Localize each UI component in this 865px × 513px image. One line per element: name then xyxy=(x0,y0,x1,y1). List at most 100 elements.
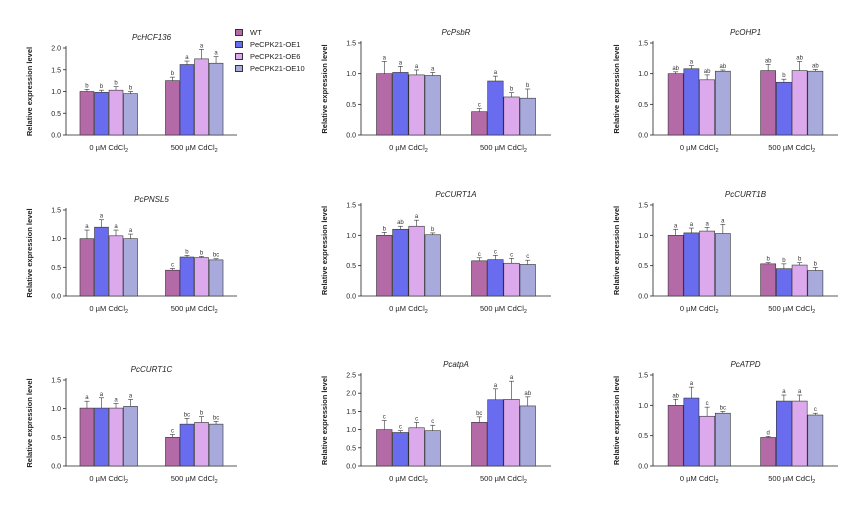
y-tick-label: 0.5 xyxy=(638,102,648,109)
significance-letter: c xyxy=(383,415,386,421)
chart-panel-pccurt1a: PcCURT1A Relative expression level 0.0 0.5 1… xyxy=(320,190,551,315)
significance-letter: b xyxy=(798,257,802,263)
legend-item-oe10: PeCPK21-OE10 xyxy=(235,62,305,74)
bar-pecpk21-oe6 xyxy=(408,74,425,136)
bar-pecpk21-oe10 xyxy=(123,238,138,297)
significance-letter: a xyxy=(129,228,133,234)
significance-letter: a xyxy=(721,218,725,224)
significance-letter: a xyxy=(705,221,709,227)
bar-pecpk21-oe6 xyxy=(194,422,209,467)
significance-letter: a xyxy=(782,389,786,395)
chart-title: PcPNSL5 xyxy=(134,195,169,204)
y-tick-label: 1.0 xyxy=(638,233,648,240)
significance-letter: a xyxy=(415,64,419,70)
legend-label-oe1: PeCPK21-OE1 xyxy=(250,39,301,49)
legend-swatch-oe10 xyxy=(235,64,243,72)
significance-letter: a xyxy=(494,383,498,389)
bar-wt xyxy=(79,91,95,136)
y-axis-label: Relative expression level xyxy=(320,44,329,133)
significance-letter: c xyxy=(510,252,513,258)
x-category-label: 500 µM CdCl2 xyxy=(768,474,815,485)
chart-title: PcCURT1B xyxy=(725,190,767,199)
significance-letter: b xyxy=(766,257,770,263)
bar-pecpk21-oe1 xyxy=(94,407,109,467)
bar-pecpk21-oe10 xyxy=(714,233,731,297)
y-axis-label: Relative expression level xyxy=(612,206,621,295)
y-tick-label: 0.0 xyxy=(638,294,648,301)
chart-panel-pcpsbr: PcPsbR Relative expression level 0.0 0.5 1.0… xyxy=(320,28,551,154)
bar-pecpk21-oe6 xyxy=(699,415,715,467)
bar-wt xyxy=(165,80,180,136)
significance-letter: c xyxy=(399,425,402,431)
significance-letter: b xyxy=(100,84,104,90)
chart-title: PcCURT1A xyxy=(435,190,476,199)
significance-letter: a xyxy=(129,393,133,399)
significance-letter: ab xyxy=(796,55,803,61)
y-tick-label: 1.0 xyxy=(638,403,648,410)
bar-pecpk21-oe1 xyxy=(392,228,409,297)
bar-pecpk21-oe10 xyxy=(123,406,138,467)
y-tick-label: 1.0 xyxy=(638,71,648,78)
significance-letter: a xyxy=(85,395,89,401)
bar-pecpk21-oe1 xyxy=(392,72,409,136)
y-tick-label: 0.5 xyxy=(51,435,61,442)
y-tick-label: 1.5 xyxy=(51,378,61,385)
y-axis-label: Relative expression level xyxy=(25,47,34,136)
bar-wt xyxy=(165,269,180,297)
y-tick-label: 1.5 xyxy=(638,203,648,210)
bar-pecpk21-oe10 xyxy=(208,259,224,297)
y-tick-label: 0.0 xyxy=(346,133,356,140)
chart-panel-pcpnsl5: PcPNSL5 Relative expression level 0.0 0.5 1.… xyxy=(25,195,237,315)
y-tick-label: 1.0 xyxy=(51,406,61,413)
significance-letter: ab xyxy=(672,393,679,399)
legend-swatch-wt xyxy=(235,28,243,36)
significance-letter: c xyxy=(526,254,529,260)
legend: WT PeCPK21-OE1 PeCPK21-OE6 PeCPK21-OE10 xyxy=(235,26,305,74)
bar-pecpk21-oe6 xyxy=(108,235,124,297)
y-tick-label: 0.5 xyxy=(51,111,61,118)
chart-title: PcPsbR xyxy=(442,28,471,37)
y-tick-label: 2.5 xyxy=(346,373,356,380)
legend-item-oe6: PeCPK21-OE6 xyxy=(235,50,305,62)
y-tick-label: 1.5 xyxy=(346,41,356,48)
significance-letter: ab xyxy=(719,64,726,70)
significance-letter: bc xyxy=(184,412,190,418)
bar-wt xyxy=(667,405,684,467)
chart-title: PcatpA xyxy=(443,360,469,369)
bar-pecpk21-oe1 xyxy=(487,399,504,467)
y-tick-label: 0.0 xyxy=(51,294,61,301)
bar-wt xyxy=(760,437,777,467)
y-tick-label: 0.0 xyxy=(51,133,61,140)
y-axis-label: Relative expression level xyxy=(320,206,329,295)
x-category-label: 0 µM CdCl2 xyxy=(89,304,128,315)
significance-letter: b xyxy=(782,73,786,79)
y-tick-label: 0.0 xyxy=(346,294,356,301)
y-tick-label: 0.5 xyxy=(51,265,61,272)
significance-letter: c xyxy=(171,428,174,434)
significance-letter: a xyxy=(383,55,387,61)
bar-wt xyxy=(760,70,777,136)
bar-pecpk21-oe6 xyxy=(699,79,715,136)
bar-pecpk21-oe1 xyxy=(179,64,195,136)
significance-letter: a xyxy=(100,214,104,220)
legend-swatch-oe1 xyxy=(235,40,243,48)
y-axis-label: Relative expression level xyxy=(25,208,34,297)
y-tick-label: 1.0 xyxy=(346,233,356,240)
bar-pecpk21-oe6 xyxy=(503,399,520,467)
y-tick-label: 1.0 xyxy=(51,89,61,96)
x-category-label: 0 µM CdCl2 xyxy=(389,474,428,485)
x-category-label: 500 µM CdCl2 xyxy=(171,474,218,485)
bar-pecpk21-oe6 xyxy=(108,407,124,467)
bar-pecpk21-oe10 xyxy=(208,423,224,467)
significance-letter: c xyxy=(494,249,497,255)
legend-label-oe10: PeCPK21-OE10 xyxy=(250,63,305,73)
chart-panel-pcohp1: PcOHP1 Relative expression level 0.0 0.5 1.0… xyxy=(612,28,838,154)
y-tick-label: 0.5 xyxy=(346,445,356,452)
bar-pecpk21-oe6 xyxy=(194,58,209,136)
significance-letter: a xyxy=(690,222,694,228)
chart-title: PcHCF136 xyxy=(132,33,172,42)
chart-panel-pccurt1b: PcCURT1B Relative expression level 0.0 0.5 1… xyxy=(612,190,838,315)
bar-pecpk21-oe1 xyxy=(179,256,195,297)
chart-title: PcATPD xyxy=(730,360,760,369)
